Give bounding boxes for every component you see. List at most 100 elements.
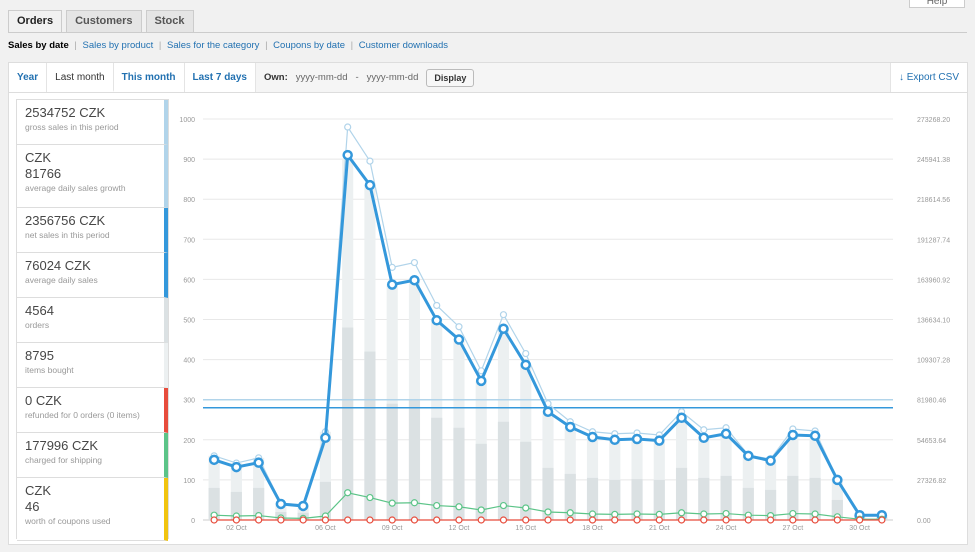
data-point xyxy=(410,258,419,267)
legend-value: CZK 81766 xyxy=(25,150,62,181)
data-point xyxy=(277,516,285,524)
x-tick-label: 12 Oct xyxy=(449,525,470,532)
bar-orders xyxy=(742,487,754,520)
data-point xyxy=(856,516,864,524)
report-panel: 2534752 CZK gross sales in this period CZK… xyxy=(8,93,968,545)
data-point xyxy=(677,509,686,517)
bar-orders xyxy=(542,467,554,520)
data-point xyxy=(366,157,374,165)
subnav-customer-downloads[interactable]: Customer downloads xyxy=(358,40,449,51)
legend-item[interactable]: CZK 81766 average daily sales growth xyxy=(17,145,168,208)
sales-chart: 0 0.00 100 27326.82 200 54653.64 300 81980.46 40… xyxy=(171,99,961,539)
bar-orders xyxy=(342,327,354,520)
data-point xyxy=(833,516,841,524)
end-date-input[interactable]: yyyy-mm-dd xyxy=(366,72,419,83)
tab-orders[interactable]: Orders xyxy=(8,10,63,33)
x-tick-label: 15 Oct xyxy=(515,525,536,532)
range-last-7-days[interactable]: Last 7 days xyxy=(185,63,256,92)
legend-item[interactable]: 0 CZK refunded for 0 orders (0 items) xyxy=(17,388,168,433)
legend-item[interactable]: 2534752 CZK gross sales in this period xyxy=(17,100,168,145)
range-this-month[interactable]: This month xyxy=(114,63,185,92)
data-point xyxy=(878,516,886,524)
bar-orders xyxy=(208,487,220,520)
y-tick-label: 400 xyxy=(183,358,195,365)
bar-orders xyxy=(453,427,465,520)
x-tick-label: 09 Oct xyxy=(382,525,403,532)
data-point xyxy=(566,509,574,517)
bar-items xyxy=(297,504,309,520)
bar-items xyxy=(542,411,554,520)
bar-orders xyxy=(431,417,443,520)
legend-item[interactable]: 2356756 CZK net sales in this period xyxy=(17,208,168,253)
x-tick-label: 18 Oct xyxy=(582,525,603,532)
data-point xyxy=(433,301,441,310)
legend-item[interactable]: 76024 CZK average daily sales xyxy=(17,253,168,298)
legend-label: gross sales in this period xyxy=(25,122,119,132)
legend-item[interactable]: 8795 items bought xyxy=(17,343,168,388)
data-point xyxy=(366,493,374,502)
data-point xyxy=(344,489,352,497)
bar-orders xyxy=(653,479,665,520)
x-tick-label: 02 Oct xyxy=(226,525,247,532)
y-tick-label: 600 xyxy=(183,277,195,284)
legend-item[interactable]: 4564 orders xyxy=(17,298,168,343)
data-point xyxy=(722,516,730,524)
data-point xyxy=(720,428,732,440)
legend-label: orders xyxy=(25,320,50,330)
legend-label: items bought xyxy=(25,365,74,375)
legend-item[interactable]: 177996 CZK charged for shipping xyxy=(17,433,168,478)
data-point xyxy=(342,149,353,161)
export-csv-button[interactable]: ↓ Export CSV xyxy=(889,63,967,92)
export-csv-label: Export CSV xyxy=(906,72,959,83)
data-point xyxy=(544,516,552,524)
legend-label: refunded for 0 orders (0 items) xyxy=(25,410,140,420)
tab-stock[interactable]: Stock xyxy=(145,10,194,32)
data-point xyxy=(743,450,754,462)
bar-items xyxy=(742,455,754,520)
subnav-sales-by-product[interactable]: Sales by product xyxy=(82,40,154,51)
start-date-input[interactable]: yyyy-mm-dd xyxy=(295,72,348,83)
data-point xyxy=(520,359,531,371)
legend-value: 2356756 CZK xyxy=(25,213,106,228)
subnav-sales-for-category[interactable]: Sales for the category xyxy=(167,40,260,51)
display-button[interactable]: Display xyxy=(426,68,475,87)
data-point xyxy=(321,516,330,524)
data-point xyxy=(477,506,485,514)
data-point xyxy=(475,375,487,387)
data-point xyxy=(299,516,307,524)
data-point xyxy=(232,516,240,524)
data-point xyxy=(477,516,485,524)
data-point xyxy=(297,500,309,512)
data-point xyxy=(320,432,331,444)
legend-value: 8795 xyxy=(25,348,54,363)
legend-value: 4564 xyxy=(25,303,54,318)
date-dash: - xyxy=(355,72,359,83)
download-arrow-icon: ↓ xyxy=(898,72,904,83)
tab-customers[interactable]: Customers xyxy=(66,10,142,32)
y2-tick-label: 109307.28 xyxy=(917,358,950,365)
legend-value: 0 CZK xyxy=(25,393,62,408)
y-tick-label: 1000 xyxy=(179,117,195,124)
bar-orders xyxy=(698,477,710,520)
data-point xyxy=(386,279,398,290)
bar-orders xyxy=(675,467,688,520)
legend-value: 177996 CZK xyxy=(25,438,98,453)
legend-label: average daily sales growth xyxy=(25,183,126,193)
subnav-coupons-by-date[interactable]: Coupons by date xyxy=(273,40,346,51)
tab-divider xyxy=(8,32,967,33)
data-point xyxy=(388,499,396,507)
data-point xyxy=(499,516,508,524)
range-last-month[interactable]: Last month xyxy=(47,63,114,92)
y2-tick-label: 0.00 xyxy=(917,518,931,525)
bar-items xyxy=(208,455,220,520)
help-button[interactable]: Help xyxy=(909,0,965,8)
y-tick-label: 500 xyxy=(183,318,195,325)
bar-items xyxy=(319,431,331,520)
y-tick-label: 800 xyxy=(183,197,195,204)
bar-orders xyxy=(520,441,532,520)
legend-item[interactable]: CZK 46 worth of coupons used xyxy=(17,478,168,541)
range-year[interactable]: Year xyxy=(9,63,48,92)
bar-items xyxy=(386,284,398,520)
data-point xyxy=(499,311,508,319)
bar-orders xyxy=(765,489,777,520)
